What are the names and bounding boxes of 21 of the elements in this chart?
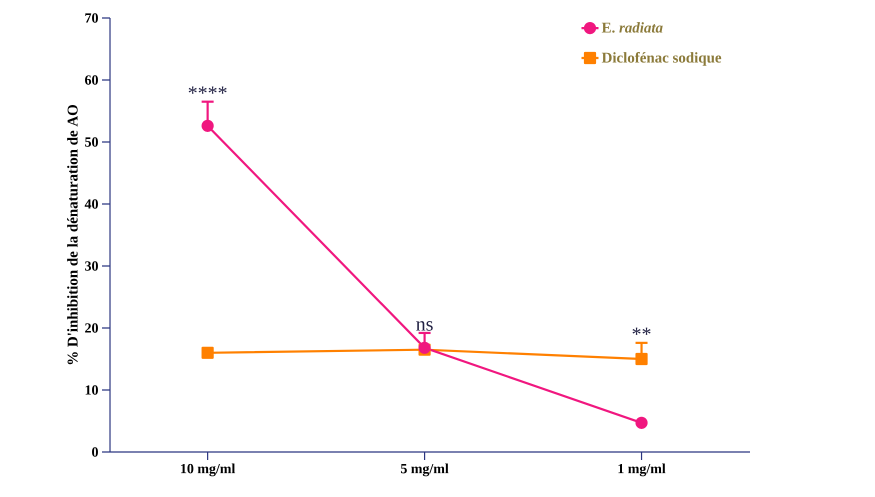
y-tick-label: 40 xyxy=(84,199,98,209)
point xyxy=(202,346,214,359)
y-tick-label: 20 xyxy=(85,323,98,333)
point xyxy=(635,416,648,429)
y-tick-label: 30 xyxy=(85,261,98,271)
point xyxy=(202,120,214,132)
legend-label: E. radiata xyxy=(602,22,663,33)
legend-label: Diclofénac sodique xyxy=(602,52,722,66)
y-axis-title: % D'inhibition de la dénaturation de AO xyxy=(67,104,78,364)
y-tick-label: 50 xyxy=(85,137,98,147)
x-tick-label: 5 mg/ml xyxy=(400,463,449,476)
point xyxy=(635,352,648,366)
y-tick-label: 0 xyxy=(92,447,98,457)
annotation: ns xyxy=(416,321,433,331)
y-tick-label: 60 xyxy=(85,75,98,85)
y-tick-label: 70 xyxy=(85,13,98,23)
y-tick-label: 10 xyxy=(86,385,98,395)
x-tick-label: 10 mg/ml xyxy=(181,463,236,476)
x-tick-label: 1 mg/ml xyxy=(618,463,666,476)
annotation: ** xyxy=(632,328,651,335)
annotation: **** xyxy=(188,86,227,94)
